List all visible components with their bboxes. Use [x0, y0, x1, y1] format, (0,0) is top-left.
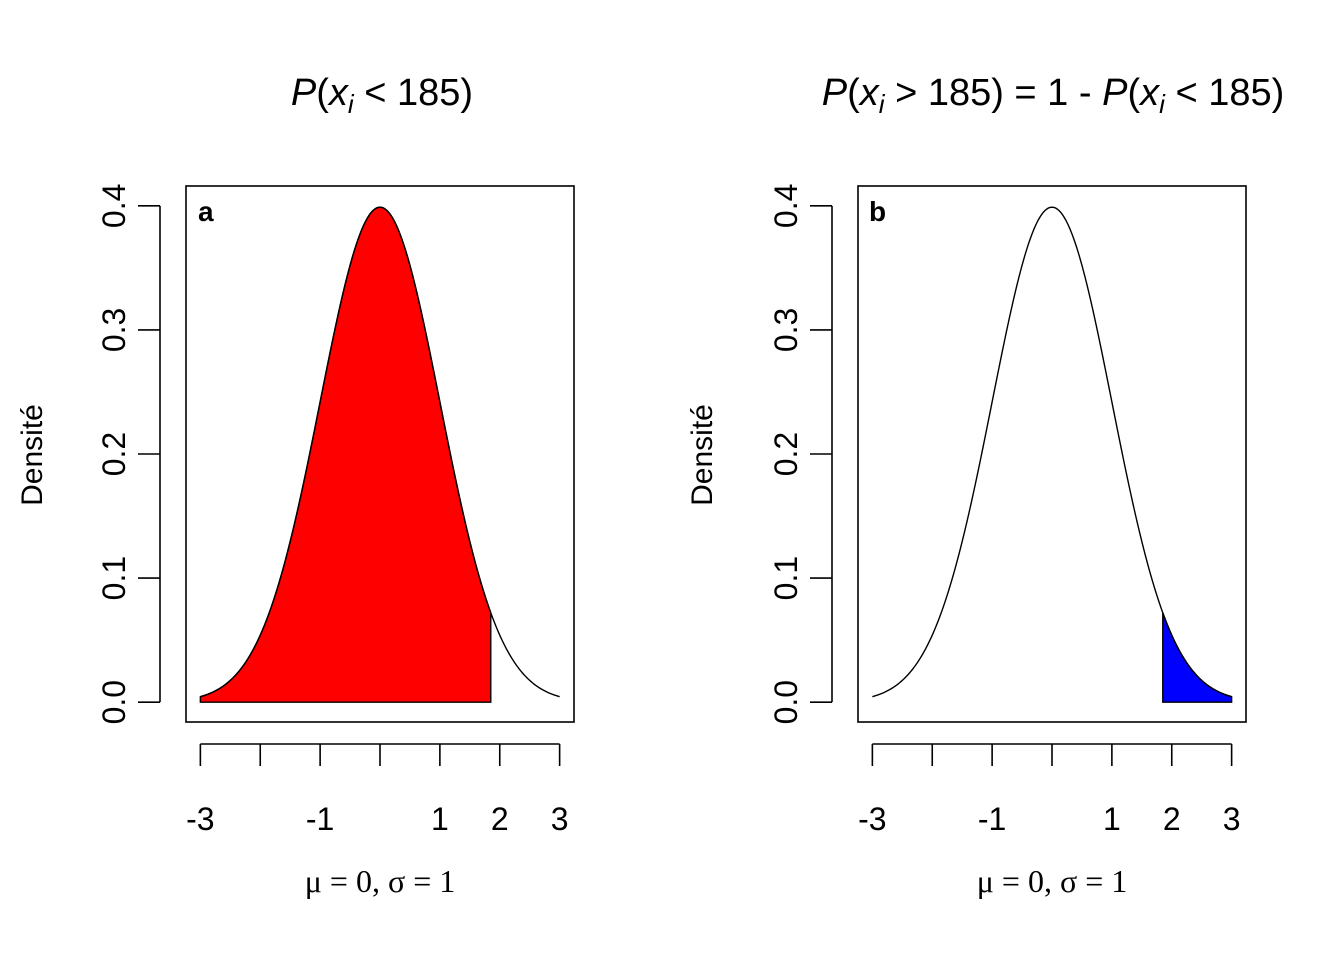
panel-b-x-tick-label: 2 [1163, 801, 1181, 837]
panel-a-y-tick-label: 0.3 [96, 308, 132, 352]
panel-a-title: P(xi < 185) [291, 72, 473, 119]
panel-b-shaded-area [1162, 612, 1233, 703]
panel-b-y-tick-label: 0.1 [768, 556, 804, 600]
panel-a-ylabel: Densité [16, 404, 49, 506]
panel-b-y-tick-label: 0.4 [768, 184, 804, 228]
panel-b-plot-frame [857, 185, 1247, 723]
panel-b: P(xi > 185) = 1 - P(xi < 185) Densité μ … [686, 72, 1284, 899]
panel-a-y-tick-label: 0.0 [96, 680, 132, 724]
panel-a-plot-frame [185, 185, 575, 723]
panel-a-x-tick-label: 2 [491, 801, 509, 837]
panel-b-y-tick-label: 0.0 [768, 680, 804, 724]
panel-b-x-tick-label: -3 [858, 801, 886, 837]
panel-b-density-curve [872, 206, 1232, 698]
panel-b-x-tick-label: -1 [978, 801, 1006, 837]
panel-a-x-tick-label: -1 [306, 801, 334, 837]
panel-b-x-tick-label: 3 [1223, 801, 1241, 837]
panel-b-y-tick-label: 0.3 [768, 308, 804, 352]
panel-b-letter: b [869, 196, 886, 227]
panel-a-x-tick-label: -3 [186, 801, 214, 837]
panel-a-y-tick-label: 0.1 [96, 556, 132, 600]
panel-b-y-tick-label: 0.2 [768, 432, 804, 476]
panel-a-density-curve [200, 206, 560, 698]
panel-b-ylabel: Densité [686, 404, 719, 506]
panel-b-x-tick-label: 1 [1103, 801, 1121, 837]
panel-a-y-tick-label: 0.2 [96, 432, 132, 476]
panel-a-x-tick-label: 3 [551, 801, 569, 837]
panel-a-x-tick-label: 1 [431, 801, 449, 837]
panel-b-xlabel: μ = 0, σ = 1 [977, 863, 1128, 899]
panel-a-letter: a [198, 196, 214, 227]
panel-a-xlabel: μ = 0, σ = 1 [305, 863, 456, 899]
panel-a-y-tick-label: 0.4 [96, 184, 132, 228]
panel-a: P(xi < 185) Densité μ = 0, σ = 1 a -3 -1 1… [16, 72, 575, 899]
panel-b-title: P(xi > 185) = 1 - P(xi < 185) [822, 72, 1285, 119]
